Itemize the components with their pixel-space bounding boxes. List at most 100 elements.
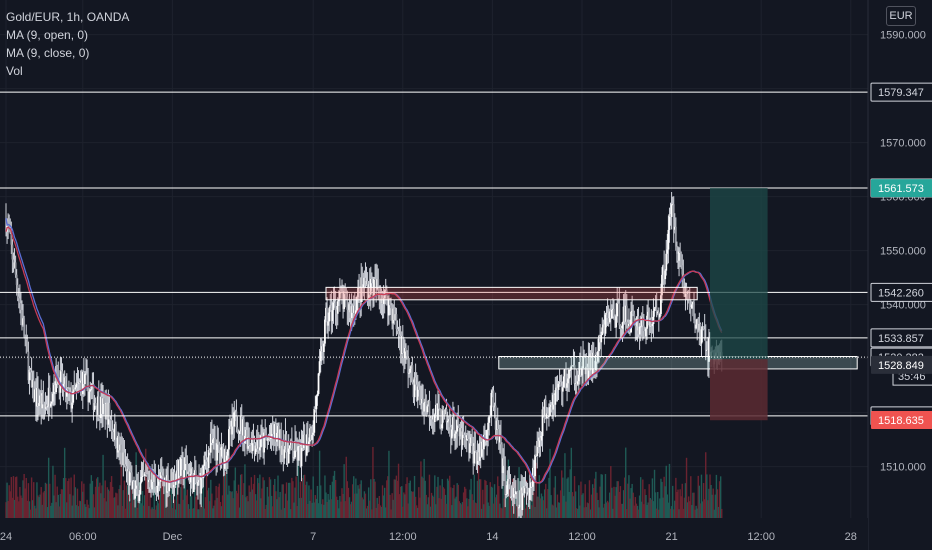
volume-bar	[263, 480, 265, 518]
candle-body	[663, 265, 666, 280]
volume-bar	[407, 503, 409, 518]
candle-body	[54, 385, 56, 393]
candle-body	[66, 388, 69, 390]
volume-bar	[91, 480, 94, 518]
candle-body	[283, 449, 286, 459]
candle-body	[581, 368, 583, 376]
volume-bar	[619, 486, 622, 518]
volume-bar	[566, 478, 568, 518]
candle-body	[352, 305, 355, 313]
candle-body	[612, 308, 614, 310]
candle-body	[74, 387, 77, 390]
candle-body	[594, 354, 597, 370]
candle-body	[154, 474, 157, 488]
candle-body	[537, 440, 540, 447]
volume-bar	[262, 477, 264, 518]
candle-body	[409, 368, 412, 373]
candle-body	[270, 424, 273, 438]
volume-bar	[179, 504, 181, 518]
candle-body	[604, 314, 607, 334]
candle-body	[664, 270, 667, 280]
candle-body	[541, 409, 544, 437]
candle-body	[404, 347, 406, 359]
candle-body	[470, 437, 472, 444]
volume-bar	[554, 476, 557, 518]
volume-bar	[149, 474, 151, 518]
candle-body	[624, 305, 627, 322]
candle-body	[426, 406, 429, 413]
candle-body	[293, 457, 295, 459]
volume-bar	[98, 486, 100, 518]
volume-bar	[537, 496, 539, 518]
volume-bar	[17, 496, 19, 518]
volume-bar	[296, 506, 298, 518]
volume-bar	[65, 478, 67, 518]
volume-bar	[426, 504, 429, 518]
candle-body	[89, 389, 92, 392]
volume-bar	[257, 478, 259, 518]
candle-body	[631, 310, 634, 312]
legend-volume[interactable]: Vol	[6, 64, 23, 78]
volume-bar	[583, 507, 585, 518]
candle-body	[550, 404, 552, 408]
volume-bar	[289, 482, 291, 518]
volume-bar	[241, 474, 243, 518]
volume-bar	[387, 476, 389, 518]
candle-body	[320, 346, 323, 352]
volume-bar	[350, 501, 353, 518]
volume-bar	[211, 493, 213, 518]
volume-bar	[229, 491, 231, 518]
volume-bar	[359, 484, 361, 518]
legend-ma-open[interactable]: MA (9, open, 0)	[6, 28, 89, 42]
volume-bar	[326, 501, 328, 518]
candle-body	[446, 420, 449, 423]
volume-bar	[14, 477, 17, 518]
volume-bar	[231, 491, 233, 518]
candle-body	[476, 452, 479, 465]
candle-body	[576, 381, 579, 385]
volume-bar	[558, 502, 561, 518]
candle-body	[287, 448, 290, 464]
volume-bar	[349, 504, 352, 518]
candle-body	[493, 405, 496, 408]
candle-body	[561, 387, 564, 392]
volume-bar	[66, 502, 68, 518]
volume-bar	[133, 496, 135, 518]
candle-body	[237, 432, 240, 434]
volume-bar	[677, 489, 679, 518]
volume-bar	[709, 474, 711, 518]
candle-body	[503, 458, 506, 466]
currency-button[interactable]: EUR	[886, 6, 916, 26]
candle-body	[281, 445, 284, 455]
volume-bar	[715, 474, 718, 518]
candle-body	[460, 428, 463, 446]
volume-bar	[664, 486, 666, 518]
candle-body	[622, 306, 625, 323]
volume-bar	[601, 474, 603, 518]
candle-body	[269, 437, 272, 439]
volume-bar	[484, 479, 486, 518]
volume-bar	[721, 508, 723, 518]
volume-bar	[236, 493, 239, 518]
candle-body	[542, 409, 545, 416]
volume-bar	[286, 500, 289, 518]
volume-bar	[130, 502, 132, 518]
volume-bar	[681, 483, 683, 518]
volume-bar	[386, 480, 388, 518]
candle-body	[348, 304, 351, 313]
volume-bar	[530, 501, 532, 518]
candle-body	[108, 402, 111, 420]
candle-body	[138, 494, 141, 502]
volume-bar	[101, 485, 103, 518]
volume-bar	[562, 477, 564, 518]
volume-bar	[674, 500, 676, 518]
legend-symbol[interactable]: Gold/EUR, 1h, OANDA	[6, 10, 130, 24]
candle-body	[706, 349, 709, 362]
candle-body	[596, 354, 598, 362]
candle-body	[350, 306, 353, 319]
candle-body	[366, 280, 369, 298]
volume-bar	[569, 469, 571, 518]
legend-ma-close[interactable]: MA (9, close, 0)	[6, 46, 90, 60]
candle-body	[200, 468, 203, 494]
